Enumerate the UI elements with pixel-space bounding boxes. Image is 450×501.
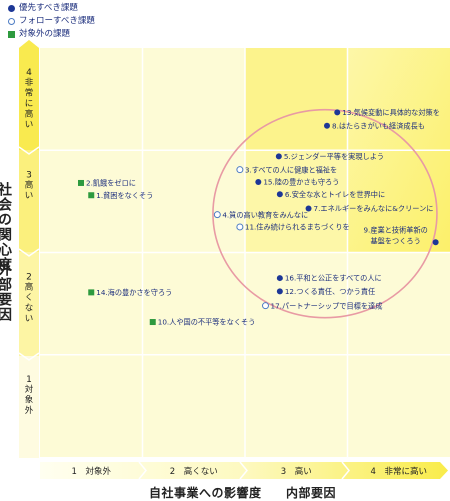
point-label: 6.安全な水とトイレを世界中に	[285, 190, 385, 199]
y-axis-band-high	[19, 150, 39, 252]
point-marker-excluded	[150, 319, 156, 325]
y-tick-number: 4	[26, 68, 32, 78]
point-marker-excluded	[88, 192, 94, 198]
point-marker-priority	[277, 275, 283, 281]
x-axis-sublabel: 内部要因	[286, 484, 336, 501]
x-axis-label: 自社事業への影響度	[149, 484, 262, 501]
point-marker-follow	[263, 303, 269, 309]
x-tick-label: 3 高い	[281, 466, 312, 477]
point-label: 10.人や国の不平等をなくそう	[158, 318, 256, 327]
point-label: 16.平和と公正をすべての人に	[285, 274, 382, 283]
point-marker-priority	[324, 123, 330, 129]
y-axis-label: 社会の関心度	[0, 182, 14, 272]
y-tick-number: 1	[26, 375, 32, 385]
point-marker-priority	[433, 239, 439, 245]
y-tick-label: 高くない	[25, 282, 34, 325]
point-label: 2.飢餓をゼロに	[86, 179, 136, 188]
point-marker-priority	[277, 288, 283, 294]
y-tick-label: 高い	[25, 179, 34, 201]
point-marker-excluded	[78, 180, 84, 186]
point-label: 17.パートナーシップで目標を達成	[271, 301, 383, 310]
y-tick-number: 2	[26, 273, 32, 283]
x-tick-label: 1 対象外	[72, 466, 112, 477]
y-tick-label: 非常に高い	[25, 77, 34, 130]
point-marker-priority	[334, 109, 340, 115]
point-label: 1.貧困をなくそう	[96, 191, 153, 200]
y-tick-number: 3	[26, 170, 32, 180]
point-label: 14.海の豊かさを守ろう	[96, 288, 172, 297]
point-label: 13.気候変動に具体的な対策を	[342, 108, 440, 117]
point-marker-priority	[276, 153, 282, 159]
point-label: 7.エネルギーをみんなに&クリーンに	[314, 204, 434, 213]
point-marker-follow	[237, 167, 243, 173]
point-label: 8.はたらきがいも経済成長も	[332, 121, 425, 130]
high-zone-top	[245, 48, 348, 150]
point-marker-follow	[237, 224, 243, 230]
point-marker-priority	[277, 191, 283, 197]
y-tick-label: 対象外	[25, 384, 34, 416]
point-marker-excluded	[88, 289, 94, 295]
point-label: 4.質の高い教育をみんなに	[222, 210, 308, 219]
x-tick-label: 2 高くない	[170, 466, 218, 477]
x-tick-label: 4 非常に高い	[371, 466, 427, 477]
y-axis-sublabel: 外部要因	[0, 262, 14, 322]
point-label: 5.ジェンダー平等を実現しよう	[284, 152, 384, 161]
point-label: 3.すべての人に健康と福祉を	[245, 165, 337, 174]
point-marker-priority	[255, 179, 261, 185]
point-label: 12.つくる責任、つかう責任	[285, 287, 375, 296]
point-marker-follow	[214, 212, 220, 218]
point-label: 11.住み続けられるまちづくりを	[245, 223, 350, 232]
point-label: 15.陸の豊かさも守ろう	[263, 178, 339, 187]
